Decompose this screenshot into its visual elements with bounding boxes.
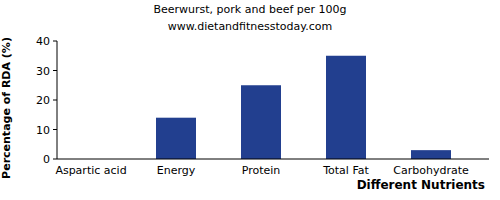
- x-tick-label: Protein: [242, 164, 281, 177]
- y-tick-label: 10: [36, 124, 50, 137]
- bar: [411, 150, 451, 159]
- title: Beerwurst, pork and beef per 100g: [153, 3, 346, 16]
- y-axis-label: Percentage of RDA (%): [0, 37, 13, 179]
- x-tick-label: Energy: [157, 164, 196, 177]
- x-axis-label: Different Nutrients: [357, 178, 485, 192]
- bar: [241, 85, 281, 159]
- y-tick-label: 30: [36, 65, 50, 78]
- subtitle: www.dietandfitnesstoday.com: [168, 20, 332, 33]
- bars: [156, 56, 451, 159]
- chart-svg: Beerwurst, pork and beef per 100g www.die…: [0, 0, 500, 200]
- y-tick-label: 20: [36, 94, 50, 107]
- x-tick-label: Aspartic acid: [55, 164, 126, 177]
- chart-container: Beerwurst, pork and beef per 100g www.die…: [0, 0, 500, 200]
- x-axis-line: [57, 159, 489, 160]
- y-tick: [53, 100, 57, 101]
- y-tick: [53, 70, 57, 71]
- y-tick-label: 0: [43, 153, 50, 166]
- x-tick-label: Total Fat: [322, 164, 369, 177]
- bar: [156, 118, 196, 159]
- x-tick-label: Carbohydrate: [393, 164, 469, 177]
- y-tick-label: 40: [36, 35, 50, 48]
- bar: [326, 56, 366, 159]
- y-tick: [53, 159, 57, 160]
- y-tick: [53, 41, 57, 42]
- y-tick: [53, 129, 57, 130]
